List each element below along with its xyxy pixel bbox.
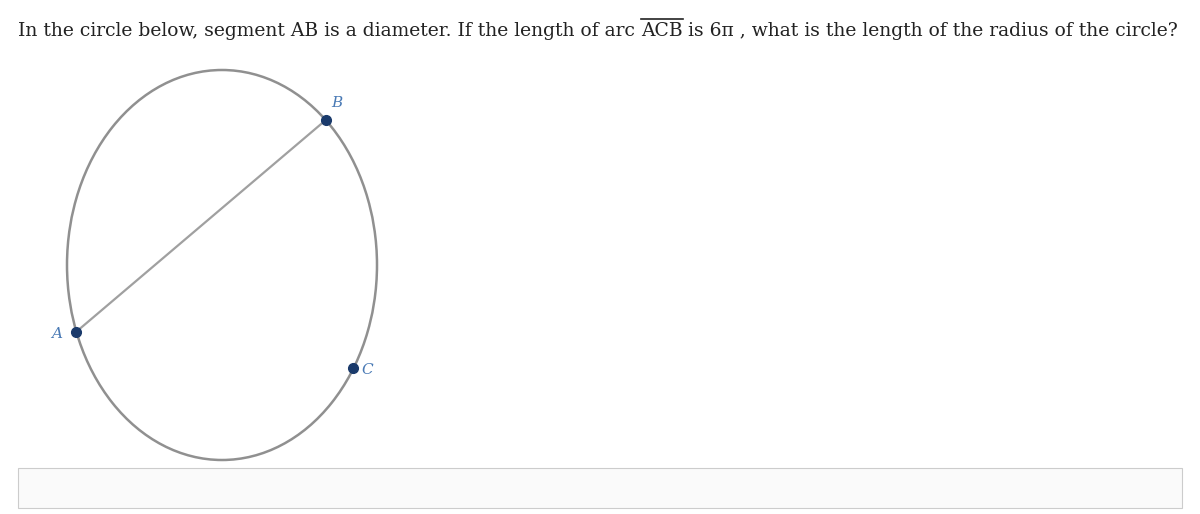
Text: B: B (331, 96, 343, 110)
Text: C: C (361, 363, 373, 377)
Text: is 6π , what is the length of the radius of the circle?: is 6π , what is the length of the radius… (683, 22, 1178, 40)
Text: In the circle below, segment AB is a diameter. If the length of arc: In the circle below, segment AB is a dia… (18, 22, 641, 40)
Text: A: A (52, 327, 62, 341)
Bar (18, 468, 1182, 508)
Text: ACB: ACB (641, 22, 683, 40)
